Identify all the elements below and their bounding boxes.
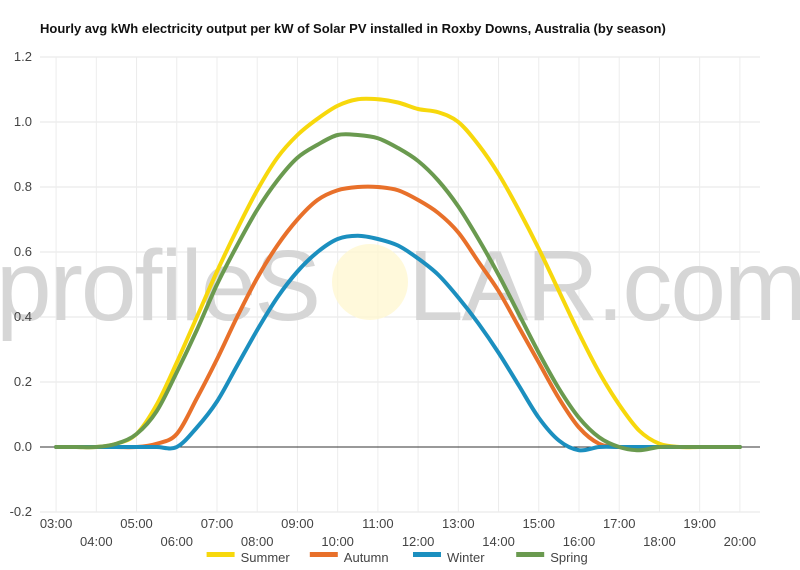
x-tick-label: 04:00 [80, 534, 113, 549]
y-tick-label: 1.2 [14, 49, 32, 64]
legend-swatch-spring [516, 552, 545, 557]
x-tick-label: 17:00 [603, 516, 636, 531]
x-tick-label: 20:00 [724, 534, 757, 549]
legend-label-winter: Winter [447, 550, 485, 565]
series-line-spring [54, 132, 742, 453]
x-tick-label: 07:00 [201, 516, 234, 531]
x-tick-label: 14:00 [482, 534, 515, 549]
x-tick-label: 19:00 [683, 516, 716, 531]
x-tick-label: 09:00 [281, 516, 314, 531]
x-tick-label: 06:00 [160, 534, 193, 549]
watermark-sun-icon [332, 244, 408, 320]
x-tick-label: 13:00 [442, 516, 475, 531]
x-tick-label: 15:00 [522, 516, 555, 531]
legend-swatch-autumn [309, 552, 338, 557]
legend-item-spring[interactable]: Spring [516, 550, 588, 565]
y-tick-label: 0.4 [14, 309, 32, 324]
series-lines [54, 96, 742, 453]
y-tick-label: -0.2 [10, 504, 32, 519]
legend-item-summer[interactable]: Summer [206, 550, 291, 565]
watermark-text-left: profileS [0, 230, 319, 342]
legend-item-autumn[interactable]: Autumn [309, 550, 389, 565]
legend-swatch-winter [413, 552, 441, 557]
legend-label-summer: Summer [241, 550, 291, 565]
watermark-text-right: LAR.com [408, 230, 800, 342]
x-tick-label: 18:00 [643, 534, 676, 549]
y-tick-label: 0.6 [14, 244, 32, 259]
x-tick-label: 11:00 [362, 516, 394, 531]
y-tick-label: 0.0 [14, 439, 32, 454]
watermark: profileS LAR.com [0, 230, 800, 342]
legend-swatch-summer [206, 552, 235, 557]
legend[interactable]: Summer Autumn Winter Spring [206, 550, 588, 565]
legend-label-spring: Spring [550, 550, 588, 565]
legend-item-winter[interactable]: Winter [413, 550, 485, 565]
grid [40, 56, 760, 513]
chart-title: Hourly avg kWh electricity output per kW… [40, 21, 666, 36]
y-tick-label: 0.2 [14, 374, 32, 389]
series-line-summer [54, 96, 742, 450]
legend-label-autumn: Autumn [344, 550, 389, 565]
x-tick-label: 08:00 [241, 534, 274, 549]
x-tick-label: 12:00 [402, 534, 435, 549]
x-tick-label: 10:00 [321, 534, 354, 549]
y-tick-label: 1.0 [14, 114, 32, 129]
x-tick-label: 05:00 [120, 516, 153, 531]
x-tick-label: 16:00 [563, 534, 596, 549]
x-tick-label: 03:00 [40, 516, 73, 531]
y-tick-label: 0.8 [14, 179, 32, 194]
